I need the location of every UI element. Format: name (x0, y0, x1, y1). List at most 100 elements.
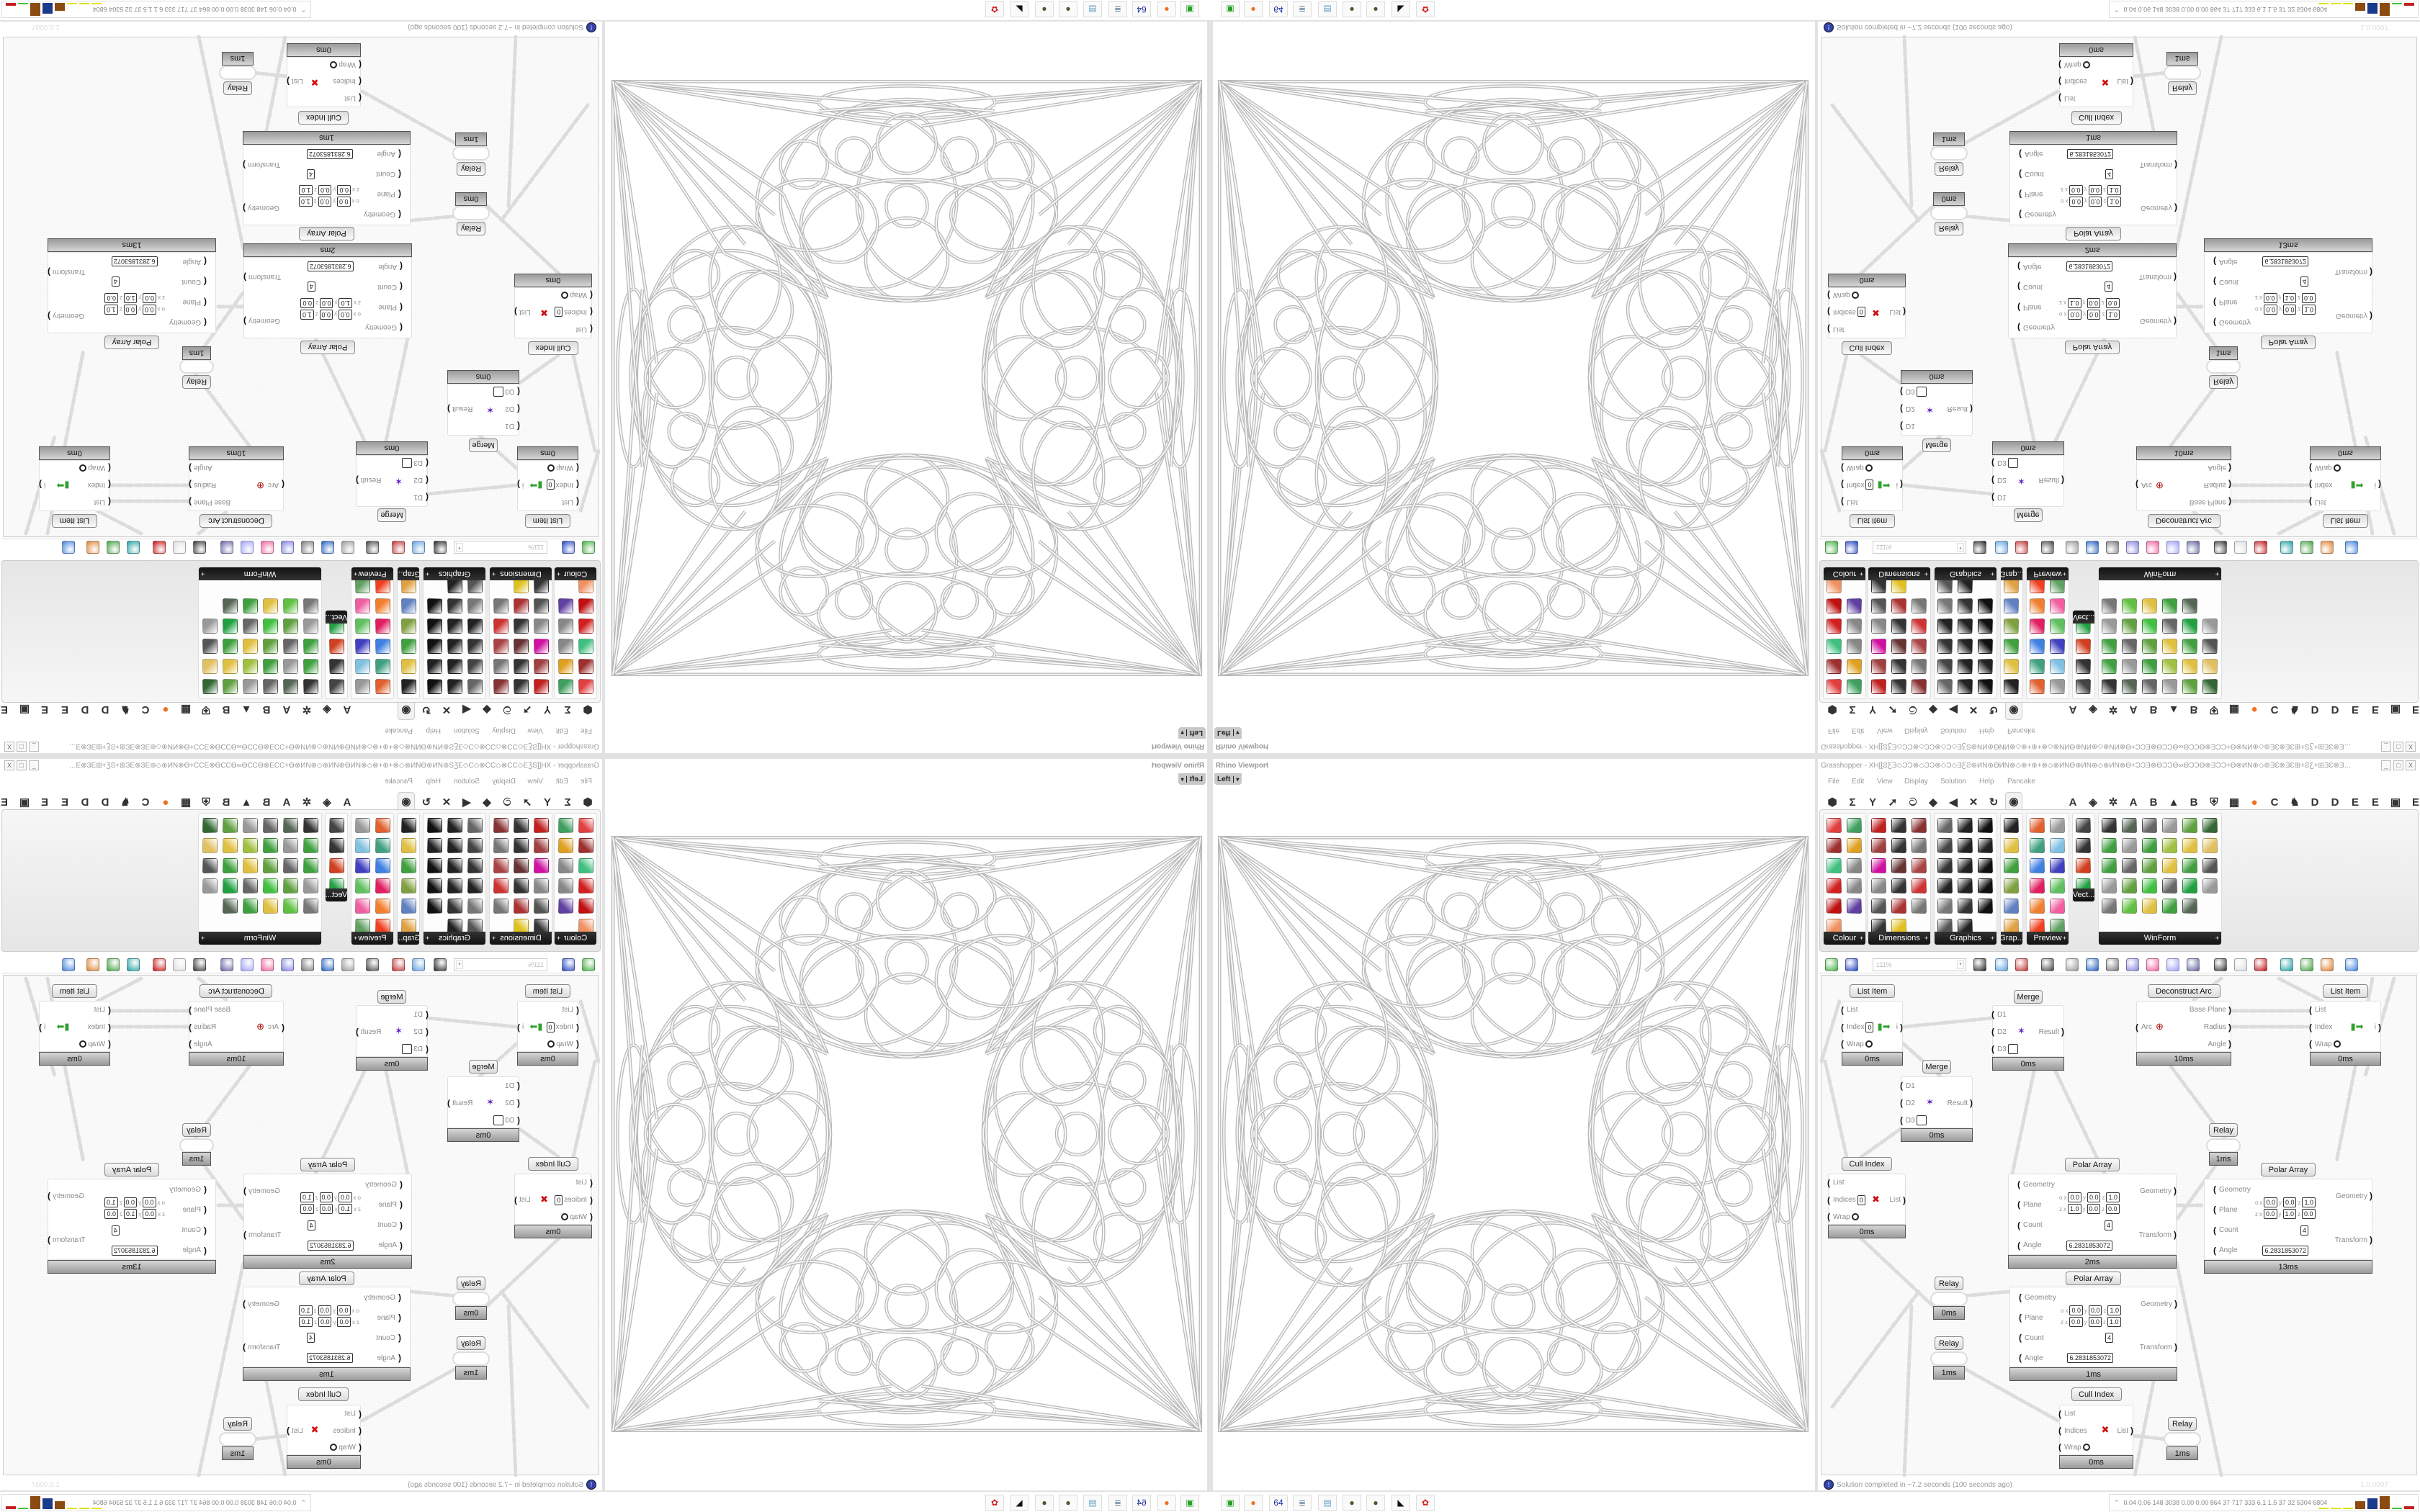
input-value-field[interactable]: 6.2831853072 (2066, 1240, 2112, 1251)
plane-coordinate-field[interactable]: 1.0 (299, 1317, 313, 1327)
component-icon[interactable] (2050, 858, 2065, 873)
input-plane[interactable]: Plane (378, 302, 397, 312)
input-wrap[interactable]: Wrap (330, 60, 356, 70)
input-d3[interactable]: D3 (1997, 458, 2018, 468)
output-list[interactable]: List (1889, 307, 1901, 318)
output-angle[interactable]: Angle (194, 1039, 212, 1049)
input-count[interactable]: Count 4 (2019, 1333, 2113, 1343)
input-d1[interactable]: D1 (1906, 421, 1915, 431)
output-geometry[interactable]: Geometry (248, 1186, 280, 1196)
component-icon[interactable] (1871, 899, 1886, 914)
relay-node-body[interactable] (1930, 1351, 1968, 1366)
plane-coordinate-field[interactable]: 0.0 (2088, 1317, 2102, 1327)
plane-coordinate-field[interactable]: 0.0 (143, 1197, 156, 1208)
plane-coordinate-field[interactable]: 1.0 (299, 1305, 313, 1315)
polar-array-node-title[interactable]: Polar Array (104, 336, 160, 349)
plane-coordinate-field[interactable]: 1.0 (2107, 1305, 2121, 1315)
input-d2[interactable]: D2 (1906, 404, 1915, 414)
menu-item-file[interactable]: File (1828, 778, 1840, 786)
input-value-field[interactable]: 4 (112, 276, 120, 287)
component-icon[interactable] (1937, 858, 1953, 873)
input-angle[interactable]: Angle 6.2831853072 (2219, 256, 2308, 267)
input-d1[interactable]: D1 (1900, 1081, 1915, 1091)
merge-node-title[interactable]: Merge (2014, 508, 2043, 522)
input-count[interactable]: Count 4 (307, 1333, 395, 1343)
component-icon[interactable] (1912, 818, 1927, 833)
plane-coordinate-field[interactable]: 1.0 (104, 1197, 118, 1208)
input-list[interactable]: List (575, 1178, 587, 1188)
input-angle[interactable]: Angle 6.2831853072 (2017, 1240, 2112, 1251)
component-icon[interactable] (2122, 858, 2137, 873)
deconstruct-arc-node-body[interactable]: Arc Base Plane Radius Angle ⊕ (2136, 1001, 2231, 1052)
component-icon[interactable] (2142, 818, 2157, 833)
plane-coordinate-field[interactable]: 0.0 (143, 292, 156, 303)
panel-label[interactable]: WinForm + (2099, 932, 2221, 945)
firefox-icon[interactable]: ● (1157, 1, 1176, 17)
input-value-field[interactable]: 6.2831853072 (2067, 1353, 2113, 1363)
output-i[interactable]: i (2375, 1022, 2382, 1032)
view-selector-button[interactable]: Left ▾ (1214, 727, 1242, 739)
plane-coordinate-field[interactable]: 1.0 (300, 1192, 314, 1203)
plane-coordinate-field[interactable]: 1.0 (2106, 1192, 2120, 1203)
input-angle[interactable]: Angle 6.2831853072 (2025, 149, 2113, 159)
bulb-icon[interactable] (2166, 958, 2179, 971)
plane-coordinate-field[interactable]: 0.0 (339, 309, 352, 320)
relay-node-body[interactable] (219, 1432, 256, 1446)
component-icon[interactable] (1847, 858, 1862, 873)
input-d2[interactable]: D2 (505, 1098, 514, 1108)
plane-coordinate-field[interactable]: 0.0 (319, 1204, 333, 1215)
component-icon[interactable] (1847, 899, 1862, 914)
plane-coordinate-field[interactable]: 0.0 (319, 309, 333, 320)
canvas-widget-icon[interactable] (2106, 958, 2119, 971)
input-list[interactable]: List (1833, 324, 1845, 334)
preview-wire-icon[interactable] (2234, 958, 2247, 971)
output-base-plane[interactable]: Base Plane (2190, 1005, 2231, 1015)
relay-node-title[interactable]: Relay (1935, 162, 1963, 176)
plane-coordinate-field[interactable]: 1.0 (2107, 1317, 2121, 1327)
component-icon[interactable] (2050, 899, 2065, 914)
terminal-icon[interactable]: ▣ (1221, 1, 1240, 17)
mesh-quality-icon[interactable] (2280, 958, 2293, 971)
input-value-field[interactable]: 4 (2104, 282, 2112, 292)
floppy-64-icon[interactable]: 64 (1132, 1, 1151, 17)
preview-selected-icon[interactable] (2254, 958, 2267, 971)
component-icon[interactable] (2122, 878, 2137, 894)
component-icon[interactable] (2182, 878, 2197, 894)
polar-array-node-title[interactable]: Polar Array (2064, 1158, 2120, 1171)
output-result[interactable]: Result (452, 1098, 472, 1108)
plane-coordinate-field[interactable]: 1.0 (2106, 309, 2120, 320)
input-value-field[interactable]: 4 (308, 282, 316, 292)
plane-coordinate-field[interactable]: 0.0 (2087, 309, 2101, 320)
polar-array-node-body[interactable]: Geometry Plane Count 4 Angle 6.2831853072 Geom… (243, 145, 411, 225)
polar-array-node-body[interactable]: Geometry Plane Count 4 Angle 6.2831853072 Geom… (2009, 1287, 2177, 1367)
input-count[interactable]: Count 4 (112, 276, 201, 287)
input-geometry[interactable]: Geometry (2019, 1292, 2056, 1302)
component-icon[interactable] (2004, 858, 2019, 873)
plane-coordinate-field[interactable]: 0.0 (319, 1192, 333, 1203)
output-i[interactable]: i (1896, 1022, 1904, 1032)
relay-node-title[interactable]: Relay (457, 162, 485, 176)
list-item-node-body[interactable]: ListIndex0Wrapi▮➡ (517, 1001, 578, 1052)
firefox-icon[interactable]: ● (1157, 1495, 1176, 1511)
tab-display-icon[interactable]: ◉ (2005, 792, 2022, 809)
output-geometry[interactable]: Geometry (2140, 1186, 2177, 1196)
tab-mesh-icon[interactable]: ◀ (1949, 796, 1958, 809)
input-d3[interactable]: D3 (402, 1044, 423, 1054)
tab-tab-e3-icon[interactable]: E (2411, 796, 2419, 809)
input-wrap[interactable]: Wrap (547, 463, 573, 473)
tab-transform-icon[interactable]: ↻ (1989, 796, 1999, 809)
component-icon[interactable] (2102, 899, 2117, 914)
plane-coordinate-field[interactable]: 0.0 (2282, 304, 2297, 315)
output-i[interactable]: i (1896, 480, 1898, 490)
plane-coordinate-field[interactable]: 0.0 (319, 297, 333, 308)
polar-array-node-title[interactable]: Polar Array (300, 341, 356, 354)
input-value-field[interactable]: 6.2831853072 (2262, 256, 2308, 267)
inkscape-icon[interactable]: ◣ (1392, 1, 1410, 17)
input-d3[interactable]: D3 (493, 387, 514, 397)
component-icon[interactable] (2142, 899, 2157, 914)
wrap-toggle[interactable] (1851, 291, 1859, 299)
relay-node-title[interactable]: Relay (457, 1277, 485, 1290)
cull-index-node-title[interactable]: Cull Index (2071, 111, 2122, 125)
plane-coordinate-field[interactable]: 0.0 (2069, 1317, 2083, 1327)
input-count[interactable]: Count 4 (2025, 169, 2113, 179)
